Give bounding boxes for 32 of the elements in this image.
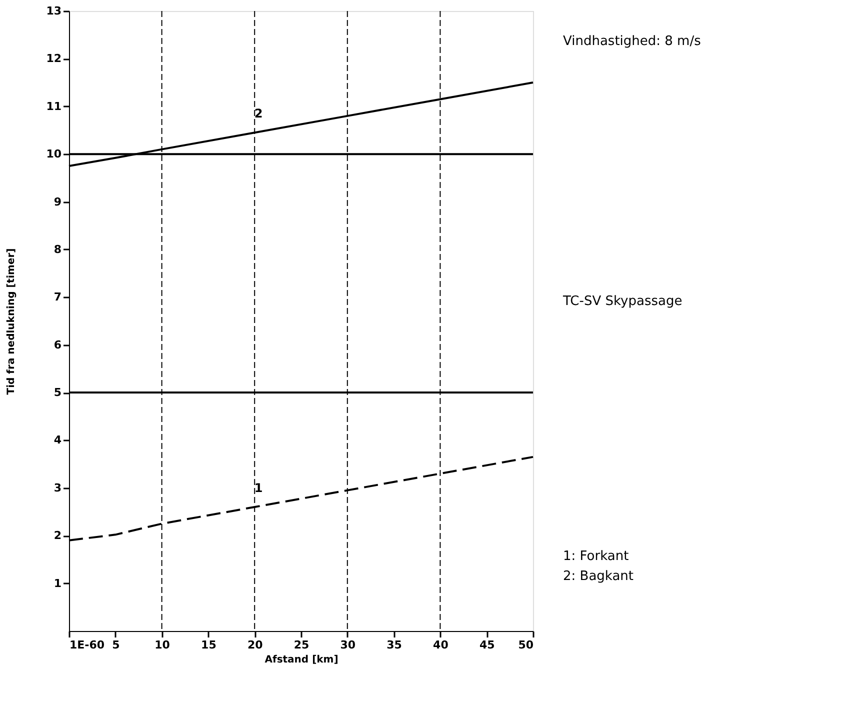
x-tick-label: 15 (201, 638, 216, 652)
y-axis-title: Tid fra nedlukning [timer] (6, 248, 18, 395)
text: 1: Forkant (563, 549, 629, 564)
x-tick-label: 25 (294, 638, 310, 652)
y-tick-label: 10 (46, 148, 62, 161)
y-tick-label: 2 (54, 529, 62, 542)
y-tick-label: 12 (46, 52, 62, 66)
y-tick-label: 9 (54, 195, 62, 208)
x-tick-label: 45 (479, 638, 495, 652)
text: Vindhastighed: 8 m/s (563, 34, 702, 49)
x-tick-label: 50 (518, 638, 534, 652)
x-tick-label: 30 (340, 638, 356, 652)
x-tick-label: 35 (386, 638, 402, 652)
text: TC-SV Skypassage (562, 294, 682, 309)
y-tick-label: 4 (54, 434, 62, 447)
text: 2: Bagkant (563, 569, 634, 584)
y-tick-label: 3 (54, 481, 62, 494)
y-tick-label: 7 (54, 290, 62, 304)
x-axis-title: Afstand [km] (264, 654, 338, 666)
x-tick-label: 5 (112, 638, 120, 652)
annotation: 2 (254, 106, 263, 121)
y-tick-label: 13 (46, 4, 62, 18)
annotation: 1 (254, 481, 263, 495)
x-tick-label: 10 (154, 638, 170, 652)
x-tick-label: 20 (247, 638, 264, 652)
y-tick-label: 11 (46, 100, 62, 113)
y-tick-label: 1 (54, 576, 62, 590)
y-tick-label: 6 (54, 338, 62, 352)
x-tick-label: 40 (433, 638, 449, 652)
y-tick-label: 5 (54, 386, 62, 400)
x-tick-label: 1E-60 (70, 638, 105, 652)
y-tick-label: 8 (54, 242, 62, 256)
